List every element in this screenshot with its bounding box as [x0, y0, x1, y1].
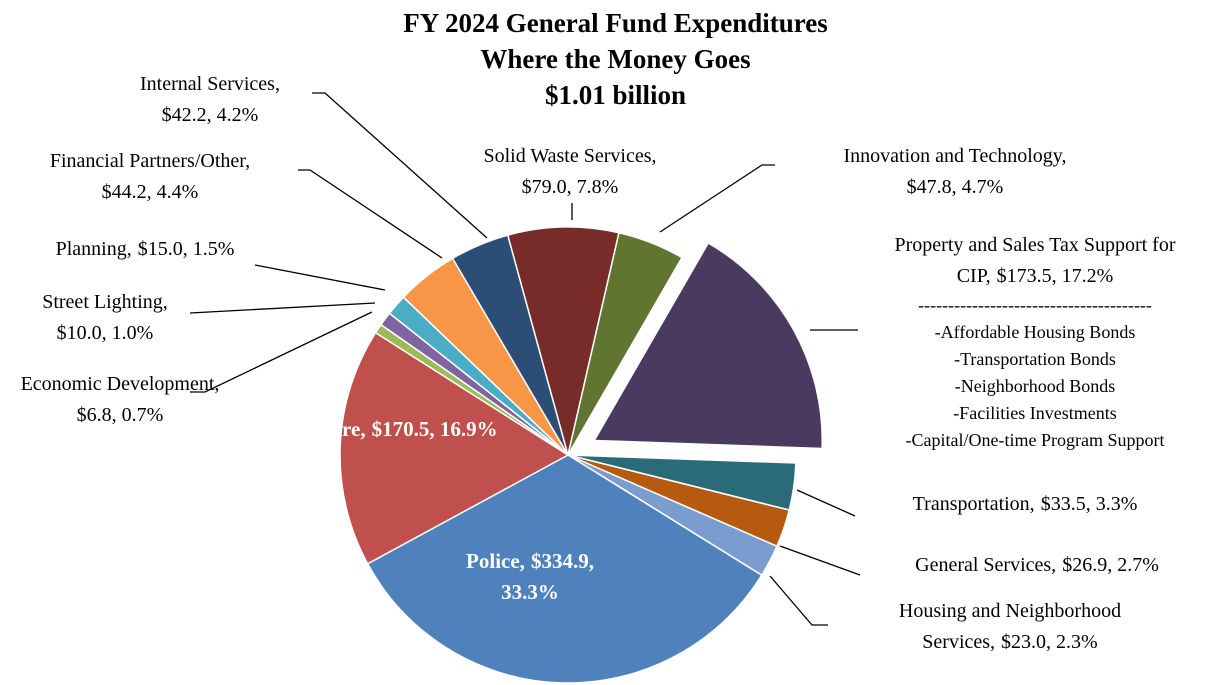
slice-value-label: $170.5, 16.9% — [371, 417, 498, 441]
slice-label: Street Lighting, $10.0, 1.0% — [0, 287, 210, 349]
leader-line — [769, 575, 828, 626]
slice-note: -Facilities Investments — [953, 403, 1117, 423]
slice-value-label: $173.5, 17.2% — [996, 265, 1114, 287]
slice-value-label: $334.9, 33.3% — [501, 549, 594, 604]
pie-slice — [567, 231, 684, 456]
slice-note: -Affordable Housing Bonds — [934, 322, 1136, 342]
slice-category: Housing and Neighborhood Services, — [898, 600, 1122, 653]
slice-value-label: $79.0, 7.8% — [521, 176, 619, 198]
slice-category: Police, — [466, 549, 525, 573]
slice-value-label: $15.0, 1.5% — [137, 238, 235, 260]
slice-value-label: $42.2, 4.2% — [161, 104, 259, 126]
slice-value-label: $26.9, 2.7% — [1062, 554, 1159, 576]
slice-label: Solid Waste Services, $79.0, 7.8% — [440, 141, 700, 203]
slice-category: Street Lighting, — [42, 291, 168, 313]
slice-category: Property and Sales Tax Support for CIP, — [894, 234, 1176, 287]
slice-label: Transportation, $33.5, 3.3% — [860, 489, 1190, 520]
slice-category: Fire, — [323, 417, 366, 441]
slice-label: Financial Partners/Other, $44.2, 4.4% — [0, 146, 300, 208]
slice-note: -Neighborhood Bonds — [954, 376, 1116, 396]
chart-title: FY 2024 General Fund Expenditures — [403, 8, 828, 38]
slice-value-label: $44.2, 4.4% — [101, 181, 199, 203]
slice-label: Internal Services, $42.2, 4.2% — [90, 69, 330, 131]
leader-line — [796, 489, 856, 517]
pie-slice — [366, 454, 763, 684]
slice-category: General Services, — [915, 554, 1057, 576]
leader-line — [190, 311, 373, 393]
leader-line — [659, 164, 775, 233]
slice-value-label: $10.0, 1.0% — [56, 322, 154, 344]
pie-slice — [506, 226, 620, 456]
leader-line — [779, 545, 861, 576]
slice-value-label: $47.8, 4.7% — [906, 176, 1004, 198]
slice-value-label: $33.5, 3.3% — [1040, 493, 1138, 515]
slice-category: Planning, — [55, 238, 132, 260]
pie-slice — [592, 241, 823, 450]
slice-label: Fire, $170.5, 16.9% — [318, 414, 503, 445]
slice-category: Innovation and Technology, — [843, 145, 1067, 167]
slice-category: Transportation, — [912, 493, 1035, 515]
chart-subtitle: Where the Money Goes — [480, 44, 751, 74]
pie-slice — [339, 331, 570, 565]
leader-line — [298, 169, 443, 259]
slice-category: Internal Services, — [140, 73, 280, 95]
slice-label: Housing and Neighborhood Services, $23.0,… — [835, 596, 1185, 658]
slice-category: Solid Waste Services, — [483, 145, 657, 167]
slice-label: Police, $334.9, 33.3% — [440, 546, 620, 608]
leader-line — [189, 302, 376, 314]
slice-label: Innovation and Technology, $47.8, 4.7% — [790, 141, 1120, 203]
slice-category: Economic Development, — [20, 373, 220, 395]
slice-value-label: $6.8, 0.7% — [76, 404, 164, 426]
total-label: $1.01 billion — [544, 80, 687, 110]
leader-line — [254, 264, 386, 291]
leader-line — [312, 92, 488, 239]
slice-note: -Transportation Bonds — [954, 349, 1116, 369]
slice-value-label: $23.0, 2.3% — [1001, 631, 1098, 653]
slice-category: Financial Partners/Other, — [49, 150, 251, 172]
slice-label: Planning, $15.0, 1.5% — [0, 234, 290, 265]
slice-note: -Capital/One-time Program Support — [905, 430, 1165, 450]
slice-label: Economic Development, $6.8, 0.7% — [20, 369, 220, 431]
slice-label: General Services, $26.9, 2.7% — [862, 550, 1212, 581]
slice-note: --------------------------------------- — [918, 295, 1152, 315]
slice-label: Property and Sales Tax Support for CIP, $… — [850, 230, 1220, 454]
